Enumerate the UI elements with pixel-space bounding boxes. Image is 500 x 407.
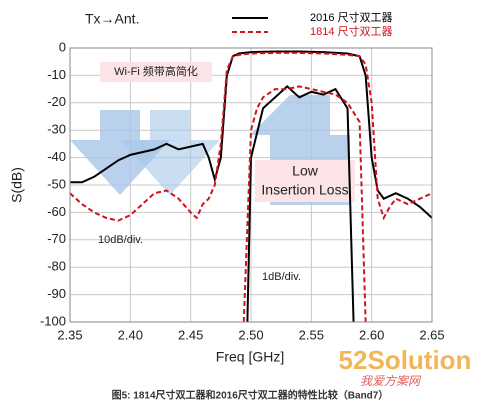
down-arrow	[120, 110, 220, 195]
x-tick-label: 2.45	[178, 327, 203, 342]
annotation: 10dB/div.	[98, 234, 143, 246]
y-tick-label: -30	[47, 122, 66, 137]
annotation: 1dB/div.	[262, 271, 301, 283]
series-line	[70, 50, 432, 219]
legend-label: 2016 尺寸双工器	[310, 10, 393, 24]
note-box	[255, 160, 355, 202]
caption: 图5: 1814尺寸双工器和2016尺寸双工器的特性比较（Band7）	[112, 389, 389, 402]
y-tick-label: -60	[47, 204, 66, 219]
note-box	[100, 62, 212, 82]
down-arrow	[70, 110, 170, 195]
y-tick-label: -100	[40, 313, 66, 328]
y-tick-label: -40	[47, 149, 66, 164]
x-tick-label: 2.50	[238, 327, 263, 342]
watermark: 52Solution	[339, 345, 472, 375]
annotation: Insertion Loss	[261, 182, 348, 198]
series-line	[246, 85, 355, 322]
x-tick-label: 2.40	[118, 327, 143, 342]
y-axis-label: S(dB)	[9, 167, 25, 203]
y-tick-label: -10	[47, 67, 66, 82]
annotation: Wi-Fi 频带高简化	[114, 64, 198, 78]
y-tick-label: -80	[47, 259, 66, 274]
series-line	[242, 85, 367, 322]
chart-title: Tx→Ant.	[85, 11, 139, 27]
x-tick-label: 2.35	[57, 327, 82, 342]
annotation: Low	[292, 163, 319, 179]
x-axis-label: Freq [GHz]	[216, 349, 284, 365]
y-tick-label: -90	[47, 286, 66, 301]
y-tick-label: -50	[47, 176, 66, 191]
x-tick-label: 2.60	[359, 327, 384, 342]
x-tick-label: 2.55	[299, 327, 324, 342]
y-tick-label: -70	[47, 231, 66, 246]
y-tick-label: 0	[59, 39, 66, 54]
x-tick-label: 2.65	[419, 327, 444, 342]
watermark: 我爱方案网	[360, 374, 422, 388]
y-tick-label: -20	[47, 94, 66, 109]
legend-label: 1814 尺寸双工器	[310, 24, 393, 38]
plot-frame	[69, 47, 433, 323]
